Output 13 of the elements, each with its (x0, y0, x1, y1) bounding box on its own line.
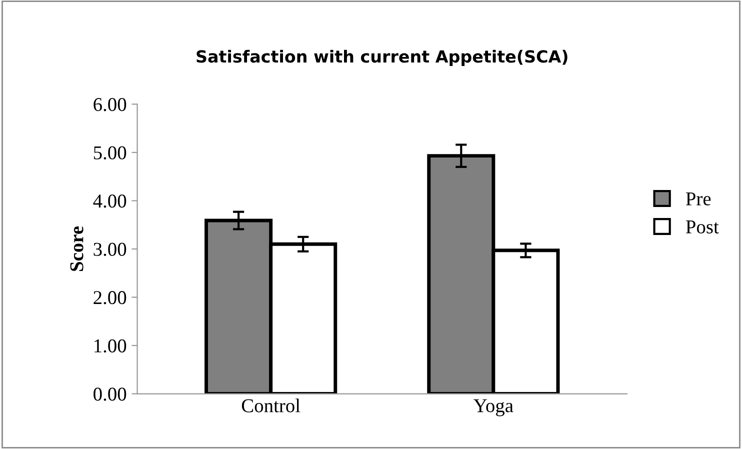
legend-label: Pre (686, 192, 711, 206)
y-tick-label: 3.00 (94, 242, 126, 256)
y-tick-label: 0.00 (94, 388, 126, 401)
y-tick-label: 6.00 (94, 98, 126, 112)
y-axis-title: Score (70, 226, 84, 271)
y-tick-label: 2.00 (94, 291, 126, 304)
y-tick-label: 4.00 (93, 194, 126, 208)
y-tick-label: 1.00 (94, 339, 126, 353)
x-tick-label: Yoga (474, 399, 514, 416)
y-tick-label: 5.00 (94, 146, 126, 160)
x-tick-label: Control (242, 398, 300, 412)
legend-label: Post (686, 220, 719, 234)
chart-title: Satisfaction with current Appetite(SCA) (196, 50, 568, 66)
